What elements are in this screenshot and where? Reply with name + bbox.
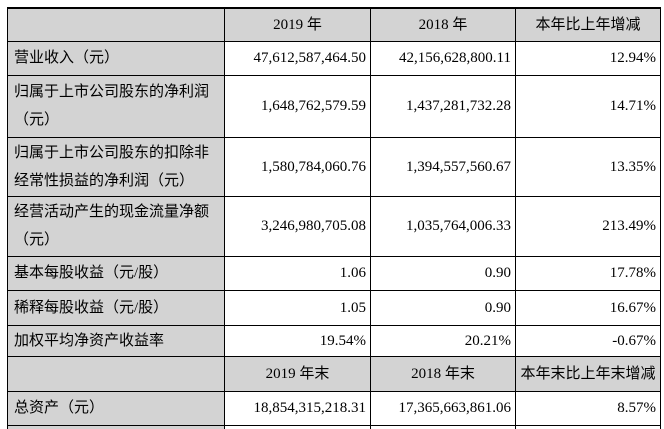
value-change: 12.94%: [515, 40, 661, 76]
value-2019: 18,854,315,218.31: [224, 390, 371, 426]
value-2018: 0.90: [370, 255, 516, 291]
financial-summary-table: 2019 年 2018 年 本年比上年增减 营业收入（元） 47,612,587…: [7, 7, 661, 429]
header-row-period-end: 2019 年末 2018 年末 本年末比上年末增减: [7, 355, 661, 392]
table-row-operating-revenue: 营业收入（元） 47,612,587,464.50 42,156,628,800…: [7, 40, 661, 76]
header-end-change-cell: 本年末比上年末增减: [515, 355, 661, 392]
row-label: 归属于上市公司股东的扣除非经常性损益的净利润（元）: [7, 136, 225, 197]
header-change-cell: 本年比上年增减: [515, 7, 661, 42]
value-2019: 1.05: [224, 289, 371, 326]
value-2018: 0.90: [370, 289, 516, 326]
table-row-net-profit-excl-nonrecurring: 归属于上市公司股东的扣除非经常性损益的净利润（元） 1,580,784,060.…: [7, 136, 661, 197]
header-row-annual: 2019 年 2018 年 本年比上年增减: [7, 7, 661, 42]
row-label: 经营活动产生的现金流量净额（元）: [7, 195, 225, 257]
table-row-weighted-avg-roe: 加权平均净资产收益率 19.54% 20.21% -0.67%: [7, 324, 661, 357]
table-row-total-assets: 总资产（元） 18,854,315,218.31 17,365,663,861.…: [7, 390, 661, 426]
header-blank-cell: [7, 355, 225, 392]
row-label: 基本每股收益（元/股）: [7, 255, 225, 291]
value-2018: 42,156,628,800.11: [370, 40, 516, 76]
value-2018: 17,365,663,861.06: [370, 390, 516, 426]
value-change: 213.49%: [515, 195, 661, 257]
header-2019-end-cell: 2019 年末: [224, 355, 371, 392]
value-2018: 1,437,281,732.28: [370, 74, 516, 138]
table-row-diluted-eps: 稀释每股收益（元/股） 1.05 0.90 16.67%: [7, 289, 661, 326]
table-row-operating-cash-flow: 经营活动产生的现金流量净额（元） 3,246,980,705.08 1,035,…: [7, 195, 661, 257]
value-2019: 47,612,587,464.50: [224, 40, 371, 76]
row-label: 加权平均净资产收益率: [7, 324, 225, 357]
value-2019: 1,580,784,060.76: [224, 136, 371, 197]
row-label: [7, 424, 225, 429]
row-label: 稀释每股收益（元/股）: [7, 289, 225, 326]
value-2018: 1,035,764,006.33: [370, 195, 516, 257]
value-change: 14.71%: [515, 74, 661, 138]
row-label: 营业收入（元）: [7, 40, 225, 76]
header-blank-cell: [7, 7, 225, 42]
value-2019: 1.06: [224, 255, 371, 291]
header-2018-end-cell: 2018 年末: [370, 355, 516, 392]
header-2018-cell: 2018 年: [370, 7, 516, 42]
row-label: 总资产（元）: [7, 390, 225, 426]
value-2019: 19.54%: [224, 324, 371, 357]
value-2018: 20.21%: [370, 324, 516, 357]
value-2018: 1,394,557,560.67: [370, 136, 516, 197]
table-row-basic-eps: 基本每股收益（元/股） 1.06 0.90 17.78%: [7, 255, 661, 291]
row-label: 归属于上市公司股东的净利润（元）: [7, 74, 225, 138]
value-2019: 3,246,980,705.08: [224, 195, 371, 257]
table-row-partial-clipped: [7, 424, 661, 429]
value-change: 17.78%: [515, 255, 661, 291]
value-change: 16.67%: [515, 289, 661, 326]
value-change: 13.35%: [515, 136, 661, 197]
value-2019: 1,648,762,579.59: [224, 74, 371, 138]
header-2019-cell: 2019 年: [224, 7, 371, 42]
value-change: -0.67%: [515, 324, 661, 357]
value-change: 8.57%: [515, 390, 661, 426]
table-row-net-profit: 归属于上市公司股东的净利润（元） 1,648,762,579.59 1,437,…: [7, 74, 661, 138]
